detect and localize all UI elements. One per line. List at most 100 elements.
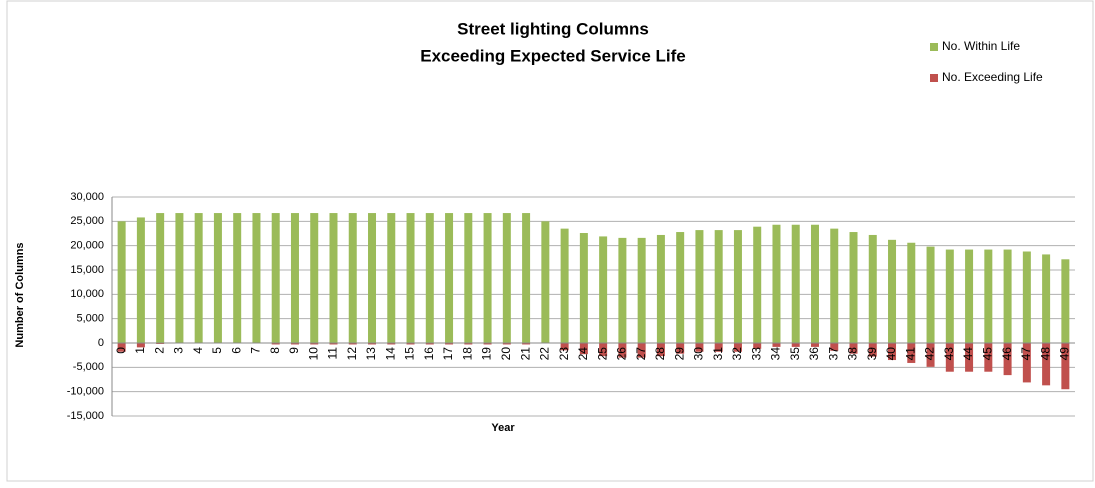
bar: [271, 343, 280, 345]
bar: [753, 343, 762, 349]
bar: [733, 343, 742, 352]
bar: [772, 343, 781, 347]
x-tick-label: 39: [865, 347, 879, 361]
y-tick-label: 20,000: [70, 240, 104, 252]
x-tick-label: 47: [1019, 347, 1033, 361]
bar: [907, 242, 916, 343]
bar: [579, 233, 588, 343]
bar: [329, 213, 338, 343]
bar: [445, 213, 454, 343]
x-tick-label: 36: [807, 347, 821, 361]
x-tick-label: 7: [249, 347, 263, 354]
x-tick-label: 21: [518, 347, 532, 361]
x-tick-label: 15: [403, 347, 417, 361]
x-tick-label: 17: [441, 347, 455, 361]
bar: [810, 224, 819, 343]
x-tick-label: 22: [538, 347, 552, 361]
bar: [1022, 343, 1031, 383]
bar: [637, 343, 646, 358]
bar: [194, 213, 203, 343]
x-tick-label: 26: [615, 347, 629, 361]
bar: [1061, 259, 1070, 343]
x-tick-label: 31: [711, 347, 725, 361]
bar: [368, 343, 377, 345]
x-tick-label: 16: [422, 347, 436, 361]
bar: [406, 213, 415, 343]
y-tick-label: -5,000: [73, 361, 104, 373]
bar: [387, 343, 396, 345]
y-tick-label: 25,000: [70, 215, 104, 227]
bar: [945, 343, 954, 372]
bar: [425, 213, 434, 343]
legend-swatch: [930, 43, 938, 51]
bar: [791, 224, 800, 343]
x-tick-label: 37: [826, 347, 840, 361]
y-tick-label: -10,000: [67, 386, 104, 398]
bar: [926, 246, 935, 343]
y-tick-label: 15,000: [70, 264, 104, 276]
bar: [406, 343, 415, 345]
bar: [175, 213, 184, 343]
bar: [329, 343, 338, 345]
bar: [772, 224, 781, 343]
bar: [464, 213, 473, 343]
bar: [560, 343, 569, 351]
x-tick-label: 14: [383, 347, 397, 361]
x-tick-label: 18: [460, 347, 474, 361]
x-tick-label: 25: [595, 347, 609, 361]
legend-label: No. Exceeding Life: [942, 70, 1043, 84]
bar: [965, 249, 974, 343]
x-tick-label: 46: [1000, 347, 1014, 361]
bar: [213, 213, 222, 343]
bar: [1061, 343, 1070, 390]
bar: [695, 343, 704, 352]
bar: [714, 343, 723, 352]
bar: [233, 213, 242, 343]
bar: [252, 213, 261, 343]
x-tick-label: 9: [287, 347, 301, 354]
bar: [290, 343, 299, 345]
x-tick-label: 43: [942, 347, 956, 361]
bar: [656, 234, 665, 343]
bar: [926, 343, 935, 367]
bar: [136, 343, 145, 348]
x-axis-label: Year: [491, 422, 515, 434]
bar: [117, 221, 126, 343]
chart-frame: [6, 0, 1094, 482]
bar: [676, 232, 685, 343]
bar: [1003, 343, 1012, 376]
bar: [502, 343, 511, 345]
x-tick-label: 30: [692, 347, 706, 361]
x-tick-label: 41: [903, 347, 917, 361]
y-tick-label: 0: [98, 337, 104, 349]
bar: [579, 343, 588, 355]
x-tick-label: 12: [345, 347, 359, 361]
bar: [714, 230, 723, 343]
bar: [483, 343, 492, 345]
bar: [541, 221, 550, 343]
bar: [599, 343, 608, 357]
x-tick-label: 20: [499, 347, 513, 361]
bar: [618, 343, 627, 358]
x-tick-label: 2: [152, 347, 166, 354]
bar: [522, 213, 531, 343]
bar: [753, 226, 762, 343]
bar: [849, 232, 858, 343]
x-tick-label: 4: [191, 347, 205, 354]
bar: [618, 237, 627, 343]
bar: [425, 343, 434, 345]
bar: [791, 343, 800, 347]
x-tick-label: 38: [846, 347, 860, 361]
bar: [310, 213, 319, 343]
x-tick-label: 34: [769, 347, 783, 361]
x-tick-label: 27: [634, 347, 648, 361]
x-tick-label: 0: [114, 347, 128, 354]
x-tick-label: 45: [981, 347, 995, 361]
chart-subtitle: Exceeding Expected Service Life: [420, 46, 686, 65]
bar: [984, 343, 993, 372]
bar: [502, 213, 511, 343]
bar: [830, 343, 839, 351]
bar: [445, 343, 454, 345]
x-tick-label: 3: [172, 347, 186, 354]
